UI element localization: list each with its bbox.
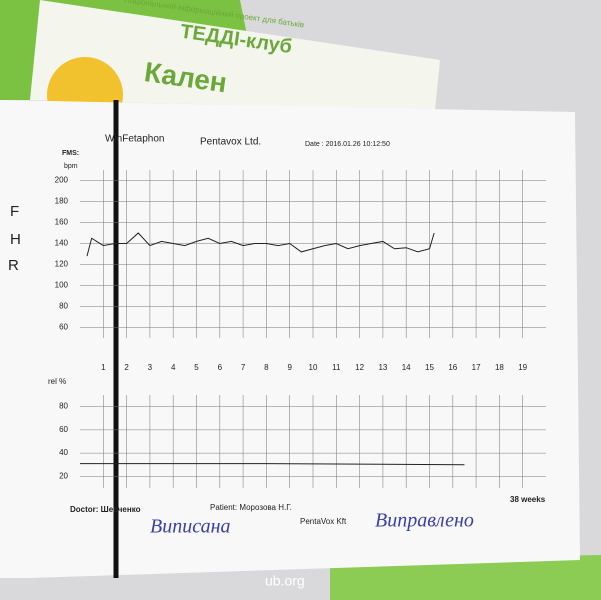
x-tick-label: 7 [241, 363, 246, 372]
x-tick-label: 18 [495, 363, 504, 372]
booklet-back [330, 555, 601, 600]
fms-label: FMS: [62, 150, 79, 157]
x-tick-label: 8 [264, 363, 269, 372]
trace [80, 463, 465, 466]
side-label: F [10, 203, 19, 220]
date: Date : 2016.01.26 10:12:50 [305, 141, 390, 148]
patient: Patient: Морозова Н.Г. [210, 503, 292, 512]
y-tick-label: 160 [55, 218, 69, 227]
booklet-card [30, 0, 440, 110]
handwriting: Виправлено [375, 510, 474, 532]
x-tick-label: 12 [355, 363, 364, 372]
x-tick-label: 17 [472, 363, 481, 372]
x-tick-label: 6 [218, 363, 223, 372]
x-tick-label: 19 [518, 363, 527, 372]
toco-unit: rel % [48, 377, 66, 386]
x-tick-label: 1 [101, 363, 106, 372]
fhr-unit: bpm [64, 163, 78, 170]
doctor: Doctor: Шевченко [70, 505, 141, 514]
y-tick-label: 140 [55, 239, 69, 248]
software: WinFetaphon [105, 134, 164, 145]
y-tick-label: 60 [59, 323, 68, 332]
x-tick-label: 16 [448, 363, 457, 372]
x-tick-label: 13 [378, 363, 387, 372]
y-tick-label: 180 [55, 197, 69, 206]
x-tick-label: 3 [148, 363, 153, 372]
side-label: R [8, 257, 19, 274]
y-tick-label: 40 [59, 448, 68, 457]
x-tick-label: 14 [402, 363, 411, 372]
site: ub.org [265, 573, 305, 589]
x-tick-label: 4 [171, 363, 176, 372]
y-tick-label: 80 [59, 302, 68, 311]
x-tick-label: 2 [124, 363, 129, 372]
x-tick-label: 11 [332, 363, 341, 372]
weeks: 38 weeks [510, 495, 546, 504]
y-tick-label: 60 [59, 425, 68, 434]
x-tick-label: 10 [309, 363, 318, 372]
x-tick-label: 15 [425, 363, 434, 372]
y-tick-label: 80 [59, 402, 68, 411]
trace [86, 232, 435, 257]
y-tick-label: 120 [55, 260, 69, 269]
y-tick-label: 20 [59, 471, 68, 480]
y-tick-label: 100 [55, 281, 69, 290]
handwriting: Виписана [150, 516, 231, 538]
paper [0, 100, 580, 578]
side-label: H [10, 231, 21, 248]
company: Pentavox Ltd. [200, 137, 261, 148]
x-tick-label: 5 [194, 363, 199, 372]
vendor: PentaVox Kft [300, 517, 347, 526]
x-tick-label: 9 [287, 363, 292, 372]
y-tick-label: 200 [55, 176, 69, 185]
